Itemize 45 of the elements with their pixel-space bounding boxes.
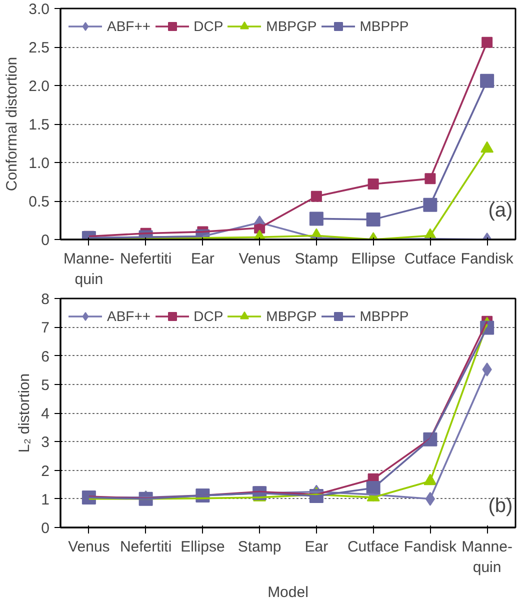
- y-tick-label: 0.5: [28, 194, 50, 210]
- legend-label: MBPPP: [360, 18, 409, 34]
- x-tick-label: Ellipse: [351, 250, 396, 268]
- y-tick-label: 1.5: [28, 116, 50, 134]
- x-tick-label: Cutface: [404, 250, 456, 268]
- x-tick-label: Venus: [68, 538, 110, 556]
- x-tick-label: Venus: [238, 250, 280, 268]
- y-axis-title: L₂ distortion: [16, 373, 34, 453]
- y-tick-label: 0: [41, 232, 50, 249]
- legend-label: ABF++: [107, 18, 151, 34]
- x-tick-label: Ellipse: [180, 538, 225, 556]
- y-tick-label: 4: [41, 406, 50, 422]
- y-tick-label: 2.5: [28, 40, 50, 56]
- annotation: (a): [488, 200, 513, 222]
- legend-label: DCP: [194, 308, 224, 324]
- x-tick-label: Fandisk: [404, 538, 457, 556]
- x-axis-title: Model: [268, 584, 308, 601]
- y-tick-label: 2.0: [28, 78, 50, 95]
- y-tick-label: 2: [41, 462, 50, 480]
- y-tick-label: 1.0: [28, 155, 50, 172]
- x-tick-label: Nefertiti: [120, 250, 172, 268]
- legend-label: DCP: [194, 18, 224, 34]
- x-tick-label: Ear: [304, 538, 328, 556]
- y-tick-label: 8: [41, 291, 50, 308]
- legend-label: MBPGP: [266, 308, 317, 324]
- x-tick-label: Ear: [191, 250, 214, 268]
- x-tick-label: Manne- quin: [462, 538, 512, 576]
- annotation: (b): [488, 495, 513, 518]
- y-tick-label: 3: [41, 434, 50, 452]
- legend-label: ABF++: [107, 308, 151, 324]
- x-tick-label: Stamp: [294, 250, 338, 268]
- legend-label: MBPGP: [266, 18, 317, 34]
- y-tick-label: 3.0: [28, 1, 50, 18]
- y-tick-label: 1: [41, 491, 50, 508]
- x-tick-label: Manne- quin: [64, 250, 114, 288]
- y-axis-title: Conformal distortion: [4, 56, 21, 192]
- x-tick-label: Nefertiti: [120, 538, 172, 556]
- x-tick-label: Fandisk: [460, 250, 514, 268]
- legend-label: MBPPP: [360, 308, 409, 324]
- x-tick-label: Cutface: [347, 538, 400, 556]
- y-tick-label: 6: [41, 348, 50, 366]
- y-tick-label: 0: [41, 520, 50, 537]
- y-tick-label: 5: [41, 376, 50, 394]
- x-tick-label: Stamp: [238, 538, 282, 556]
- y-tick-label: 7: [41, 320, 50, 337]
